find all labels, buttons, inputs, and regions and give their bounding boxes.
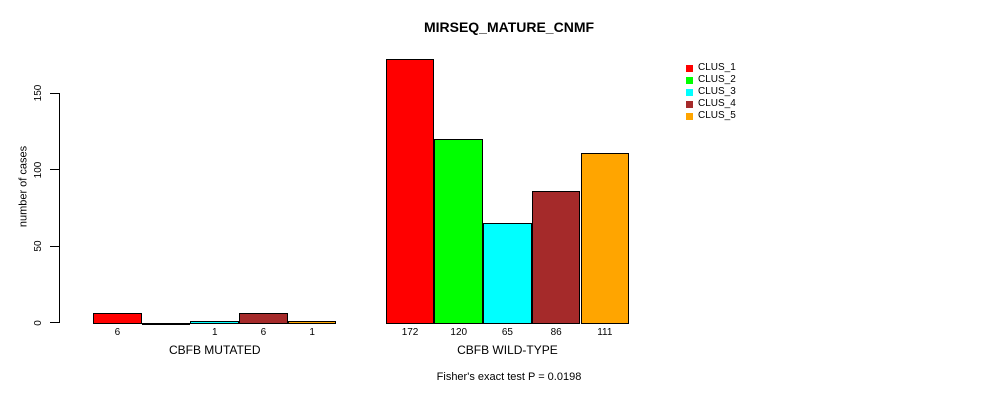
legend-label: CLUS_3	[698, 86, 736, 97]
bar-clus_2-mutated	[141, 322, 191, 325]
y-tick-mark	[50, 245, 59, 247]
bar-clus_3-wild-type	[483, 223, 532, 324]
x-axis-group-label: CBFB MUTATED	[168, 343, 261, 357]
legend-color-swatch	[686, 88, 693, 96]
bar-value-label: 120	[450, 327, 468, 338]
bar-value-label: 65	[501, 327, 513, 338]
legend: CLUS_1 CLUS_2 CLUS_3 CLUS_4 CLUS_5	[686, 62, 736, 122]
bar-value-label: 1	[309, 327, 315, 338]
legend-label: CLUS_5	[698, 110, 736, 121]
y-tick-mark	[50, 169, 59, 170]
bar-clus_4-mutated	[239, 313, 288, 324]
bar-clus_1-wild-type	[385, 59, 435, 324]
legend-label: CLUS_1	[698, 62, 736, 73]
legend-label: CLUS_4	[698, 98, 736, 109]
legend-color-swatch	[686, 100, 693, 108]
legend-item-clus_4: CLUS_4	[686, 98, 736, 110]
bar-value-label: 6	[114, 327, 121, 338]
legend-item-clus_5: CLUS_5	[686, 110, 736, 122]
bar-clus_2-wild-type	[434, 138, 484, 324]
y-tick-label: 50	[33, 240, 44, 252]
y-axis-label: number of cases	[17, 145, 30, 228]
y-tick-mark	[50, 322, 59, 323]
bar-value-label: 1	[211, 327, 218, 338]
y-tick-mark	[50, 92, 59, 94]
fisher-test-annotation: Fisher's exact test P = 0.0198	[436, 371, 582, 383]
legend-color-swatch	[686, 76, 693, 84]
bar-clus_5-wild-type	[580, 152, 630, 324]
bar-clus_4-wild-type	[531, 190, 581, 324]
legend-label: CLUS_2	[698, 74, 736, 85]
bar-clus_1-mutated	[93, 313, 142, 324]
bar-value-label: 86	[550, 327, 562, 338]
chart-title: MIRSEQ_MATURE_CNMF	[423, 19, 595, 35]
legend-color-swatch	[686, 64, 693, 72]
legend-item-clus_3: CLUS_3	[686, 86, 736, 98]
y-axis-line	[59, 93, 60, 323]
x-axis-group-label: CBFB WILD-TYPE	[457, 343, 558, 357]
bar-clus_3-mutated	[190, 320, 240, 324]
legend-item-clus_1: CLUS_1	[686, 62, 736, 74]
bar-value-label: 111	[597, 327, 613, 338]
bar-clus_5-mutated	[287, 320, 337, 324]
y-tick-label: 100	[33, 161, 44, 178]
legend-item-clus_2: CLUS_2	[686, 74, 736, 86]
y-tick-label: 150	[33, 84, 44, 102]
legend-color-swatch	[686, 112, 693, 120]
bar-value-label: 6	[260, 327, 267, 338]
bar-value-label: 172	[401, 327, 419, 338]
y-tick-label: 0	[33, 319, 44, 326]
